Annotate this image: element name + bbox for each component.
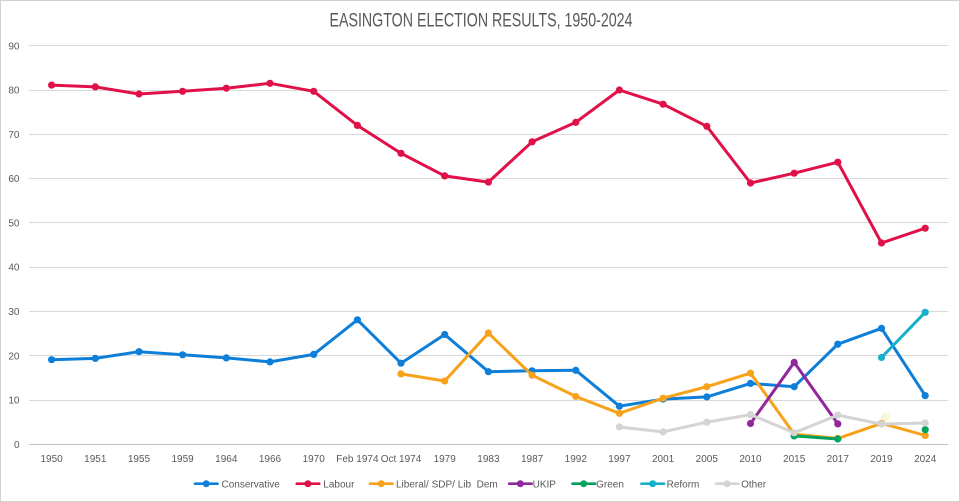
svg-text:2019: 2019 bbox=[870, 454, 893, 465]
svg-text:UKIP: UKIP bbox=[533, 479, 557, 490]
svg-text:1987: 1987 bbox=[521, 454, 544, 465]
svg-text:Feb 1974: Feb 1974 bbox=[336, 454, 379, 465]
svg-text:2001: 2001 bbox=[652, 454, 675, 465]
svg-text:1979: 1979 bbox=[434, 454, 457, 465]
svg-text:Green: Green bbox=[596, 479, 624, 490]
svg-text:60: 60 bbox=[8, 174, 20, 185]
svg-text:20: 20 bbox=[8, 351, 20, 362]
svg-text:1970: 1970 bbox=[303, 454, 326, 465]
svg-text:40: 40 bbox=[8, 263, 20, 274]
svg-text:Reform: Reform bbox=[667, 479, 700, 490]
svg-text:Other: Other bbox=[741, 479, 767, 490]
svg-text:Oct 1974: Oct 1974 bbox=[381, 454, 422, 465]
svg-text:70: 70 bbox=[8, 130, 20, 141]
svg-text:30: 30 bbox=[8, 307, 20, 318]
svg-text:1997: 1997 bbox=[608, 454, 631, 465]
svg-text:1964: 1964 bbox=[215, 454, 238, 465]
svg-text:2017: 2017 bbox=[827, 454, 850, 465]
svg-text:90: 90 bbox=[8, 41, 20, 52]
svg-text:10: 10 bbox=[8, 396, 20, 407]
svg-text:1983: 1983 bbox=[477, 454, 500, 465]
svg-text:Labour: Labour bbox=[323, 479, 355, 490]
svg-text:EASINGTON ELECTION RESULTS, 19: EASINGTON ELECTION RESULTS, 1950-2024 bbox=[330, 11, 633, 32]
svg-text:Liberal/ SDP/ Lib Dem: Liberal/ SDP/ Lib Dem bbox=[396, 479, 498, 490]
svg-text:1966: 1966 bbox=[259, 454, 282, 465]
svg-text:0: 0 bbox=[14, 440, 20, 451]
svg-text:80: 80 bbox=[8, 86, 20, 97]
svg-text:1959: 1959 bbox=[171, 454, 194, 465]
svg-text:2010: 2010 bbox=[739, 454, 762, 465]
svg-text:2024: 2024 bbox=[914, 454, 937, 465]
svg-text:1992: 1992 bbox=[565, 454, 588, 465]
svg-text:2015: 2015 bbox=[783, 454, 806, 465]
svg-text:2005: 2005 bbox=[696, 454, 719, 465]
svg-text:1950: 1950 bbox=[40, 454, 63, 465]
svg-text:1955: 1955 bbox=[128, 454, 151, 465]
svg-text:1951: 1951 bbox=[84, 454, 107, 465]
svg-text:50: 50 bbox=[8, 218, 20, 229]
svg-text:Conservative: Conservative bbox=[222, 479, 281, 490]
